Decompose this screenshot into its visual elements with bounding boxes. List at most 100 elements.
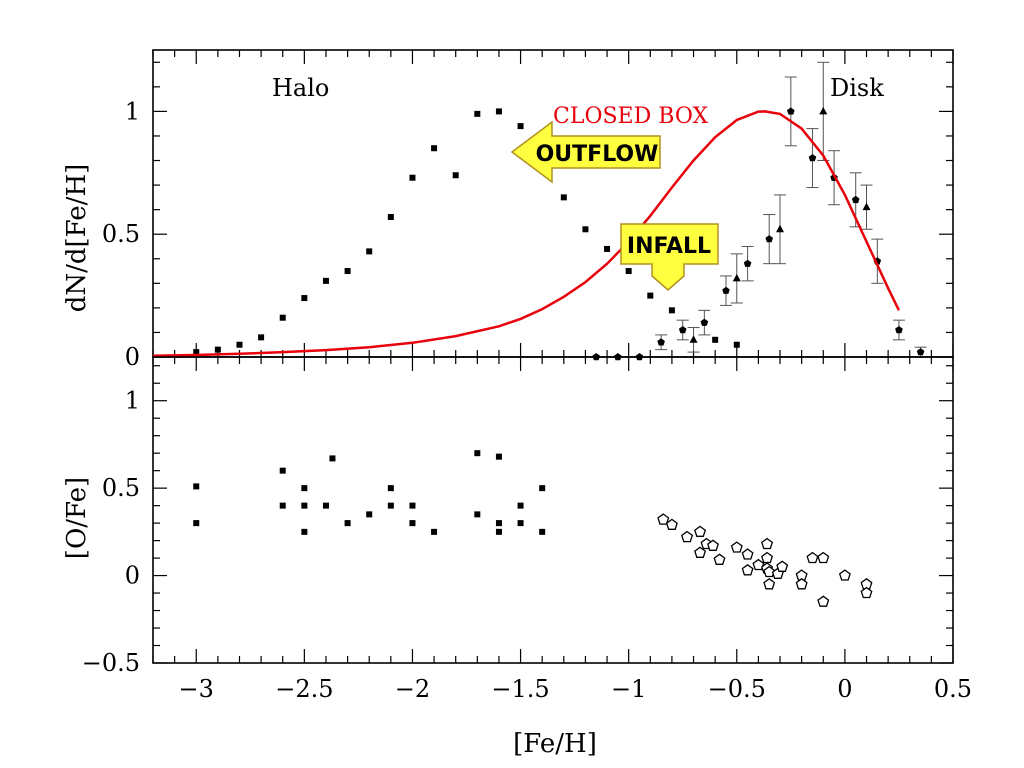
top-square-point [322,277,329,284]
triangle-point [689,335,698,343]
x-tick-label: −2.5 [275,675,333,703]
bottom-square-point [517,520,524,527]
bottom-square-point [517,502,524,509]
x-tick-label: −2 [395,675,430,703]
bottom-square-point [539,485,546,492]
bottom-square-point [387,485,394,492]
bottom-y-axis-title: [O/Fe] [62,477,92,559]
top-square-point [431,145,438,152]
open-pentagon-point [860,586,873,599]
disk-label: Disk [830,74,884,102]
open-pentagon-point [741,563,754,576]
infall-label: INFALL [627,234,711,259]
filled-pentagon-point [743,259,752,267]
open-pentagon-point [817,595,830,607]
bottom-square-point [193,483,200,490]
x-axis-title: [Fe/H] [513,729,597,759]
x-tick-label: 0 [837,675,852,703]
bottom-y-tick-label: 0 [125,562,140,590]
open-pentagon-point [713,553,726,565]
top-square-point [668,307,675,314]
filled-pentagon-point [895,326,903,334]
bottom-square-point [474,450,481,457]
bottom-square-point [495,453,502,460]
open-pentagon-point [741,548,754,560]
top-y-tick-label: 0.5 [102,220,140,248]
open-pentagon-point [761,551,774,564]
bottom-square-point [322,502,329,509]
filled-pentagon-point [657,338,665,346]
top-square-point [193,349,200,356]
open-pentagon-point [694,525,707,537]
triangle-point [776,224,785,233]
top-square-point [236,341,243,348]
top-square-point [474,110,481,117]
open-pentagon-point [752,558,765,571]
open-pentagon-point [763,577,776,590]
bottom-square-point [301,528,308,535]
triangle-point [819,106,828,115]
halo-label: Halo [272,74,329,102]
filled-pentagon-point [851,195,860,204]
bottom-square-point [495,520,502,527]
open-pentagon-point [806,551,819,564]
bottom-square-point [495,528,502,535]
top-square-point [387,214,394,221]
bottom-square-point [409,520,416,527]
bottom-square-point [474,511,481,518]
outflow-arrow: OUTFLOW [510,120,661,184]
top-square-point [560,194,567,201]
filled-pentagon-point [787,107,795,115]
top-square-point [279,314,286,321]
infall-arrow-shape [620,223,719,291]
top-square-point [582,226,589,233]
bottom-y-tick-label: −0.5 [82,649,140,677]
outflow-label: OUTFLOW [536,142,659,167]
top-square-point [604,245,611,252]
open-pentagon-point [694,546,707,558]
bottom-square-point [344,520,351,527]
top-square-point [625,268,632,275]
filled-pentagon-point [722,286,730,294]
bottom-square-point [279,467,286,474]
top-square-point [344,268,351,275]
open-pentagon-point [817,551,830,564]
bottom-square-point [539,528,546,535]
bottom-panel: −0.5 0 0.5 1 −3 −2.5 −2 −1.5 −1 −0.5 0 0.5 [82,356,972,703]
top-square-point [647,292,654,299]
top-square-point [366,248,373,255]
open-pentagon-point [730,541,743,553]
top-square-point [301,295,308,302]
bottom-square-point [279,502,286,509]
top-square-point [495,108,502,115]
bottom-square-point [193,520,200,527]
top-square-point [452,172,459,179]
filled-pentagon-point [765,235,773,243]
x-tick-label: −3 [179,675,214,703]
triangle-point [732,273,741,282]
x-tick-label: −1.5 [491,675,549,703]
filled-pentagon-point [678,326,687,334]
bottom-square-point [387,502,394,509]
x-tick-label: 0.5 [934,675,972,703]
open-pentagon-point [795,577,808,590]
open-pentagon-point [776,560,789,572]
bottom-frame [152,356,954,664]
bottom-y-tick-label: 0.5 [102,474,140,502]
top-y-axis-title: dN/d[Fe/H] [62,164,92,313]
filled-pentagon-point [700,318,709,326]
top-square-point [517,123,524,130]
filled-pentagon-point [808,154,817,162]
open-pentagon-point [665,518,678,530]
open-pentagon-point [763,565,776,578]
open-pentagon-point [838,569,851,581]
top-y-tick-label: 1 [125,97,140,125]
bottom-square-point [301,502,308,509]
open-pentagon-point [657,513,670,525]
infall-arrow: INFALL [620,223,719,291]
filled-pentagon-point [916,348,925,356]
bottom-square-point [301,485,308,492]
top-square-point [733,341,740,348]
open-pentagon-point [761,537,774,550]
x-tick-label: −1 [611,675,646,703]
